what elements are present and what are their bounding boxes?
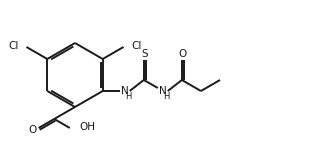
Text: N: N — [121, 86, 129, 96]
Text: H: H — [125, 92, 131, 100]
Text: H: H — [163, 92, 170, 100]
Text: S: S — [142, 49, 148, 59]
Text: O: O — [179, 49, 187, 59]
Text: N: N — [159, 86, 167, 96]
Text: Cl: Cl — [131, 41, 142, 51]
Text: Cl: Cl — [8, 41, 18, 51]
Text: OH: OH — [80, 122, 96, 132]
Text: O: O — [28, 125, 37, 135]
